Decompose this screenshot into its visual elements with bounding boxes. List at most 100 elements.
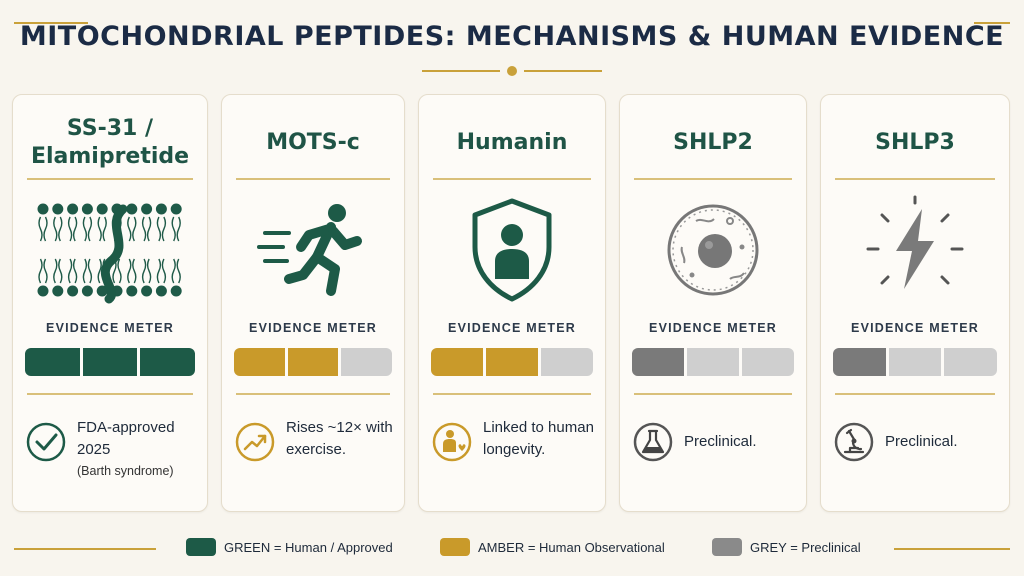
lipid-tail [141, 216, 147, 242]
evidence-note: FDA-approved 2025 (Barth syndrome) [25, 417, 197, 481]
lipid-tail [132, 216, 137, 242]
lipid-tail [53, 216, 58, 242]
legend-label: AMBER = Human Observational [478, 539, 665, 555]
lipid-head [67, 285, 79, 297]
lipid-tail [53, 258, 58, 284]
legend-swatch-green [186, 538, 216, 556]
evidence-meter [234, 348, 393, 376]
lipid-head [81, 285, 93, 297]
trend-up-icon [235, 422, 275, 462]
lipid-tail [72, 216, 78, 242]
lipid-tail [38, 216, 43, 242]
meter-segment-empty [541, 348, 593, 376]
evidence-meter-label: EVIDENCE METER [249, 321, 377, 335]
card-divider [236, 178, 390, 180]
meter-segment-empty [341, 348, 393, 376]
meter-segment-empty [742, 348, 794, 376]
legend-item-green: GREEN = Human / Approved [186, 538, 393, 556]
card-title: Humanin [456, 130, 568, 155]
lipid-tail [102, 216, 107, 242]
lipid-tail [171, 258, 176, 284]
card-divider [433, 178, 591, 180]
meter-segment-empty [944, 348, 998, 376]
lipid-tail [161, 216, 167, 242]
title-rule-left [14, 22, 88, 24]
card-title: SHLP2 [673, 130, 753, 155]
lipid-head [96, 203, 108, 215]
lipid-tail [87, 258, 93, 284]
card-title: SHLP3 [875, 130, 955, 155]
evidence-note: Linked to human longevity. [431, 417, 595, 463]
lipid-tail [161, 258, 167, 284]
meter-segment-filled [140, 348, 196, 376]
lipid-tail [58, 216, 63, 242]
meter-segment-filled [82, 348, 138, 376]
evidence-meter [632, 348, 794, 376]
lipid-head [155, 203, 167, 215]
lipid-tail [127, 216, 132, 242]
legend-label: GREY = Preclinical [750, 539, 861, 555]
note-subtext: (Barth syndrome) [77, 464, 174, 478]
shield-person-icon [472, 198, 552, 302]
membrane-peptide-icon [37, 203, 182, 304]
card-divider [634, 178, 792, 180]
lipid-head [52, 285, 64, 297]
lipid-head [37, 203, 49, 215]
lipid-tail [127, 258, 132, 284]
card-ss31: SS-31 / Elamipretide EVIDENCE METER FDA-… [12, 94, 208, 512]
lipid-tail [146, 258, 152, 284]
evidence-meter-label: EVIDENCE METER [46, 321, 174, 335]
lipid-tail [141, 258, 147, 284]
lipid-head [126, 285, 138, 297]
meter-segment-filled [632, 348, 684, 376]
lipid-tail [67, 258, 73, 284]
card-humanin: Humanin EVIDENCE METER Linked to human l… [418, 94, 606, 512]
evidence-note: Rises ~12× with exercise. [234, 417, 394, 463]
lipid-tail [43, 258, 48, 284]
card-illustration [222, 195, 404, 305]
lipid-head [126, 203, 138, 215]
note-text: Preclinical. [684, 433, 757, 450]
evidence-note: Preclinical. [632, 417, 796, 463]
evidence-meter-label: EVIDENCE METER [851, 321, 979, 335]
card-divider-lower [236, 393, 390, 395]
evidence-meter [431, 348, 593, 376]
legend-item-amber: AMBER = Human Observational [440, 538, 665, 556]
legend-label: GREEN = Human / Approved [224, 539, 393, 555]
card-divider-lower [835, 393, 995, 395]
meter-segment-filled [234, 348, 285, 376]
evidence-meter-label: EVIDENCE METER [448, 321, 576, 335]
card-divider [27, 178, 193, 180]
meter-segment-empty [888, 348, 942, 376]
meter-segment-filled [287, 348, 339, 376]
person-heart-icon [432, 422, 472, 462]
card-mots-c: MOTS-c EVIDENCE METER Rises [221, 94, 405, 512]
lipid-tail [67, 216, 73, 242]
card-illustration [821, 195, 1009, 305]
lipid-tail [156, 258, 162, 284]
legend-swatch-grey [712, 538, 742, 556]
checkmark-icon [26, 422, 66, 462]
lipid-tail [58, 258, 63, 284]
lightning-icon [866, 195, 964, 289]
meter-segment-filled [833, 348, 886, 376]
lipid-tail [43, 216, 48, 242]
lipid-tail [156, 216, 162, 242]
evidence-meter [833, 348, 998, 376]
card-divider-lower [634, 393, 792, 395]
lipid-tail [82, 258, 88, 284]
evidence-meter [25, 348, 196, 376]
note-text: Linked to human longevity. [483, 419, 594, 458]
divider-ornament-icon [422, 66, 602, 76]
running-person-icon [257, 204, 362, 296]
title-rule-right [974, 22, 1010, 24]
meter-segment-filled [431, 348, 483, 376]
legend-rule-left [14, 548, 156, 550]
lipid-head [81, 203, 93, 215]
header: MITOCHONDRIAL PEPTIDES: MECHANISMS & HUM… [0, 14, 1024, 58]
microscope-icon [834, 422, 874, 462]
note-text: Rises ~12× with exercise. [286, 419, 393, 458]
card-shlp2: SHLP2 EVIDENCE METER Preclinical. [619, 94, 807, 512]
lipid-tail [171, 216, 176, 242]
lipid-tail [97, 258, 102, 284]
